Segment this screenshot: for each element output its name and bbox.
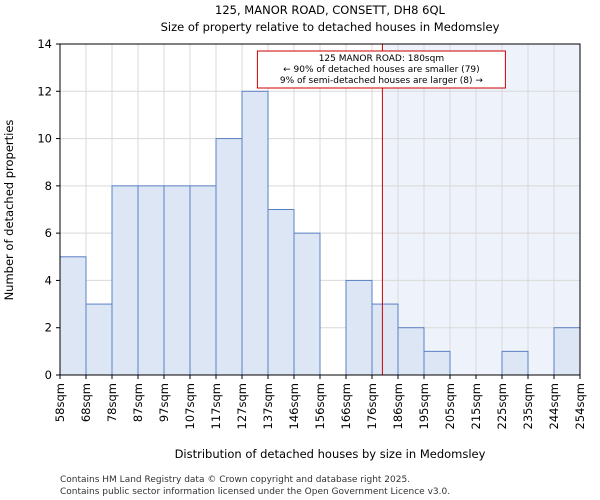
- bar: [163, 185, 191, 376]
- x-tick-label: 107sqm: [183, 383, 197, 429]
- x-tick-label: 68sqm: [79, 383, 93, 422]
- footer-line-2: Contains public sector information licen…: [60, 487, 450, 497]
- x-tick-label: 244sqm: [547, 383, 561, 429]
- bar: [267, 209, 295, 376]
- x-tick-label: 205sqm: [443, 383, 457, 429]
- x-tick-label: 87sqm: [131, 383, 145, 422]
- y-axis-ticks: 0 2 4 6 8 10 12 14: [37, 37, 60, 382]
- x-tick-label: 78sqm: [105, 383, 119, 422]
- x-tick-label: 235sqm: [521, 383, 535, 429]
- x-tick-label: 225sqm: [495, 383, 509, 429]
- x-tick-label: 97sqm: [157, 383, 171, 422]
- x-tick-label: 58sqm: [53, 383, 67, 422]
- x-tick-label: 137sqm: [261, 383, 275, 429]
- annotation-line-2: ← 90% of detached houses are smaller (79…: [283, 65, 480, 75]
- chart-subtitle: Size of property relative to detached ho…: [161, 20, 500, 34]
- x-tick-label: 195sqm: [417, 383, 431, 429]
- y-tick-label: 6: [45, 226, 52, 240]
- x-tick-label: 117sqm: [209, 383, 223, 429]
- y-tick-label: 2: [45, 321, 52, 335]
- y-tick-label: 8: [45, 179, 52, 193]
- annotation-box: 125 MANOR ROAD: 180sqm ← 90% of detached…: [256, 50, 506, 89]
- x-tick-label: 254sqm: [573, 383, 587, 429]
- y-axis-label: Number of detached properties: [2, 120, 16, 301]
- y-tick-label: 4: [45, 273, 52, 287]
- x-tick-label: 176sqm: [365, 383, 379, 429]
- x-tick-label: 146sqm: [287, 383, 301, 429]
- y-tick-label: 14: [37, 37, 52, 51]
- x-axis-label: Distribution of detached houses by size …: [175, 447, 486, 461]
- annotation-line-3: 9% of semi-detached houses are larger (8…: [280, 76, 484, 86]
- annotation-line-1: 125 MANOR ROAD: 180sqm: [319, 54, 444, 64]
- x-tick-label: 156sqm: [313, 383, 327, 429]
- bar: [345, 279, 373, 376]
- x-tick-label: 127sqm: [235, 383, 249, 429]
- bar: [85, 303, 113, 376]
- x-tick-label: 186sqm: [391, 383, 405, 429]
- annotation-border: [256, 50, 506, 89]
- y-tick-label: 10: [37, 132, 52, 146]
- y-tick-label: 12: [37, 84, 52, 98]
- footer-line-1: Contains HM Land Registry data © Crown c…: [60, 475, 410, 485]
- bar: [111, 185, 139, 376]
- x-axis-ticks: 58sqm 68sqm 78sqm 87sqm 97sqm 107sqm 117sqm 127…: [53, 375, 587, 429]
- bar: [137, 185, 165, 376]
- bar: [553, 327, 581, 376]
- bar: [371, 303, 399, 376]
- bar: [397, 327, 425, 376]
- bar: [293, 232, 321, 376]
- bar: [215, 138, 243, 376]
- bar: [241, 90, 269, 376]
- x-tick-label: 166sqm: [339, 383, 353, 429]
- bar: [423, 350, 451, 376]
- bars: [59, 90, 581, 376]
- y-tick-label: 0: [45, 368, 52, 382]
- highlight-region: [382, 44, 580, 375]
- bar: [501, 350, 529, 376]
- x-tick-label: 215sqm: [469, 383, 483, 429]
- bar: [189, 185, 217, 376]
- chart-title: 125, MANOR ROAD, CONSETT, DH8 6QL: [215, 3, 445, 17]
- bar: [59, 256, 87, 376]
